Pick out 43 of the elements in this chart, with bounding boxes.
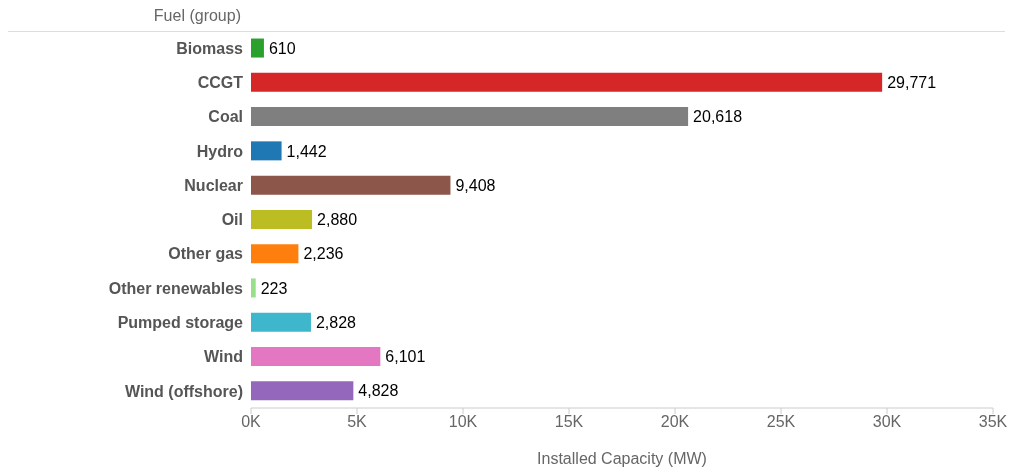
y-tick-label: CCGT bbox=[197, 74, 244, 92]
bar bbox=[251, 175, 451, 195]
bar bbox=[251, 141, 282, 161]
y-tick-label: Hydro bbox=[196, 142, 244, 160]
y-tick-label: Oil bbox=[221, 211, 243, 229]
y-tick-label: Pumped storage bbox=[117, 314, 244, 331]
y-tick-label: Biomass bbox=[176, 39, 244, 57]
data-label: 610 bbox=[268, 39, 296, 57]
bar bbox=[251, 72, 883, 92]
bar bbox=[251, 107, 689, 127]
data-label: 2,236 bbox=[303, 245, 344, 263]
data-label: 2,828 bbox=[315, 313, 357, 331]
y-tick-label: Coal bbox=[208, 108, 243, 126]
y-tick-label: Wind bbox=[204, 348, 243, 366]
y-tick-label: Nuclear bbox=[184, 176, 243, 194]
data-label: 4,828 bbox=[358, 382, 399, 400]
data-label: 20,618 bbox=[693, 108, 743, 126]
y-tick-label: Other gas bbox=[168, 245, 244, 263]
x-tick-label: 0K bbox=[241, 413, 262, 431]
x-tick-label: 35K bbox=[978, 413, 1008, 431]
y-tick-label: Wind (offshore) bbox=[124, 382, 243, 400]
data-label: 223 bbox=[260, 279, 288, 297]
bar bbox=[251, 278, 256, 298]
data-label: 6,101 bbox=[385, 348, 426, 366]
bar bbox=[251, 244, 299, 264]
x-tick-label: 5K bbox=[347, 413, 368, 431]
data-label: 29,771 bbox=[887, 73, 937, 91]
x-tick-label: 10K bbox=[448, 413, 478, 431]
data-label: 1,442 bbox=[286, 142, 327, 160]
bar bbox=[251, 38, 264, 58]
y-axis-title: Fuel (group) bbox=[152, 7, 241, 25]
x-tick-label: 25K bbox=[766, 413, 796, 431]
bar bbox=[251, 381, 354, 401]
x-tick-label: 15K bbox=[554, 413, 584, 431]
x-axis-title: Installed Capacity (MW) bbox=[537, 450, 707, 467]
data-label: 9,408 bbox=[455, 176, 496, 194]
x-tick-label: 30K bbox=[872, 413, 902, 431]
data-label: 2,880 bbox=[317, 211, 358, 229]
y-tick-label: Other renewables bbox=[108, 279, 244, 297]
bar bbox=[251, 312, 311, 332]
bar bbox=[251, 209, 313, 229]
bar bbox=[251, 346, 381, 366]
x-tick-label: 20K bbox=[660, 413, 690, 431]
